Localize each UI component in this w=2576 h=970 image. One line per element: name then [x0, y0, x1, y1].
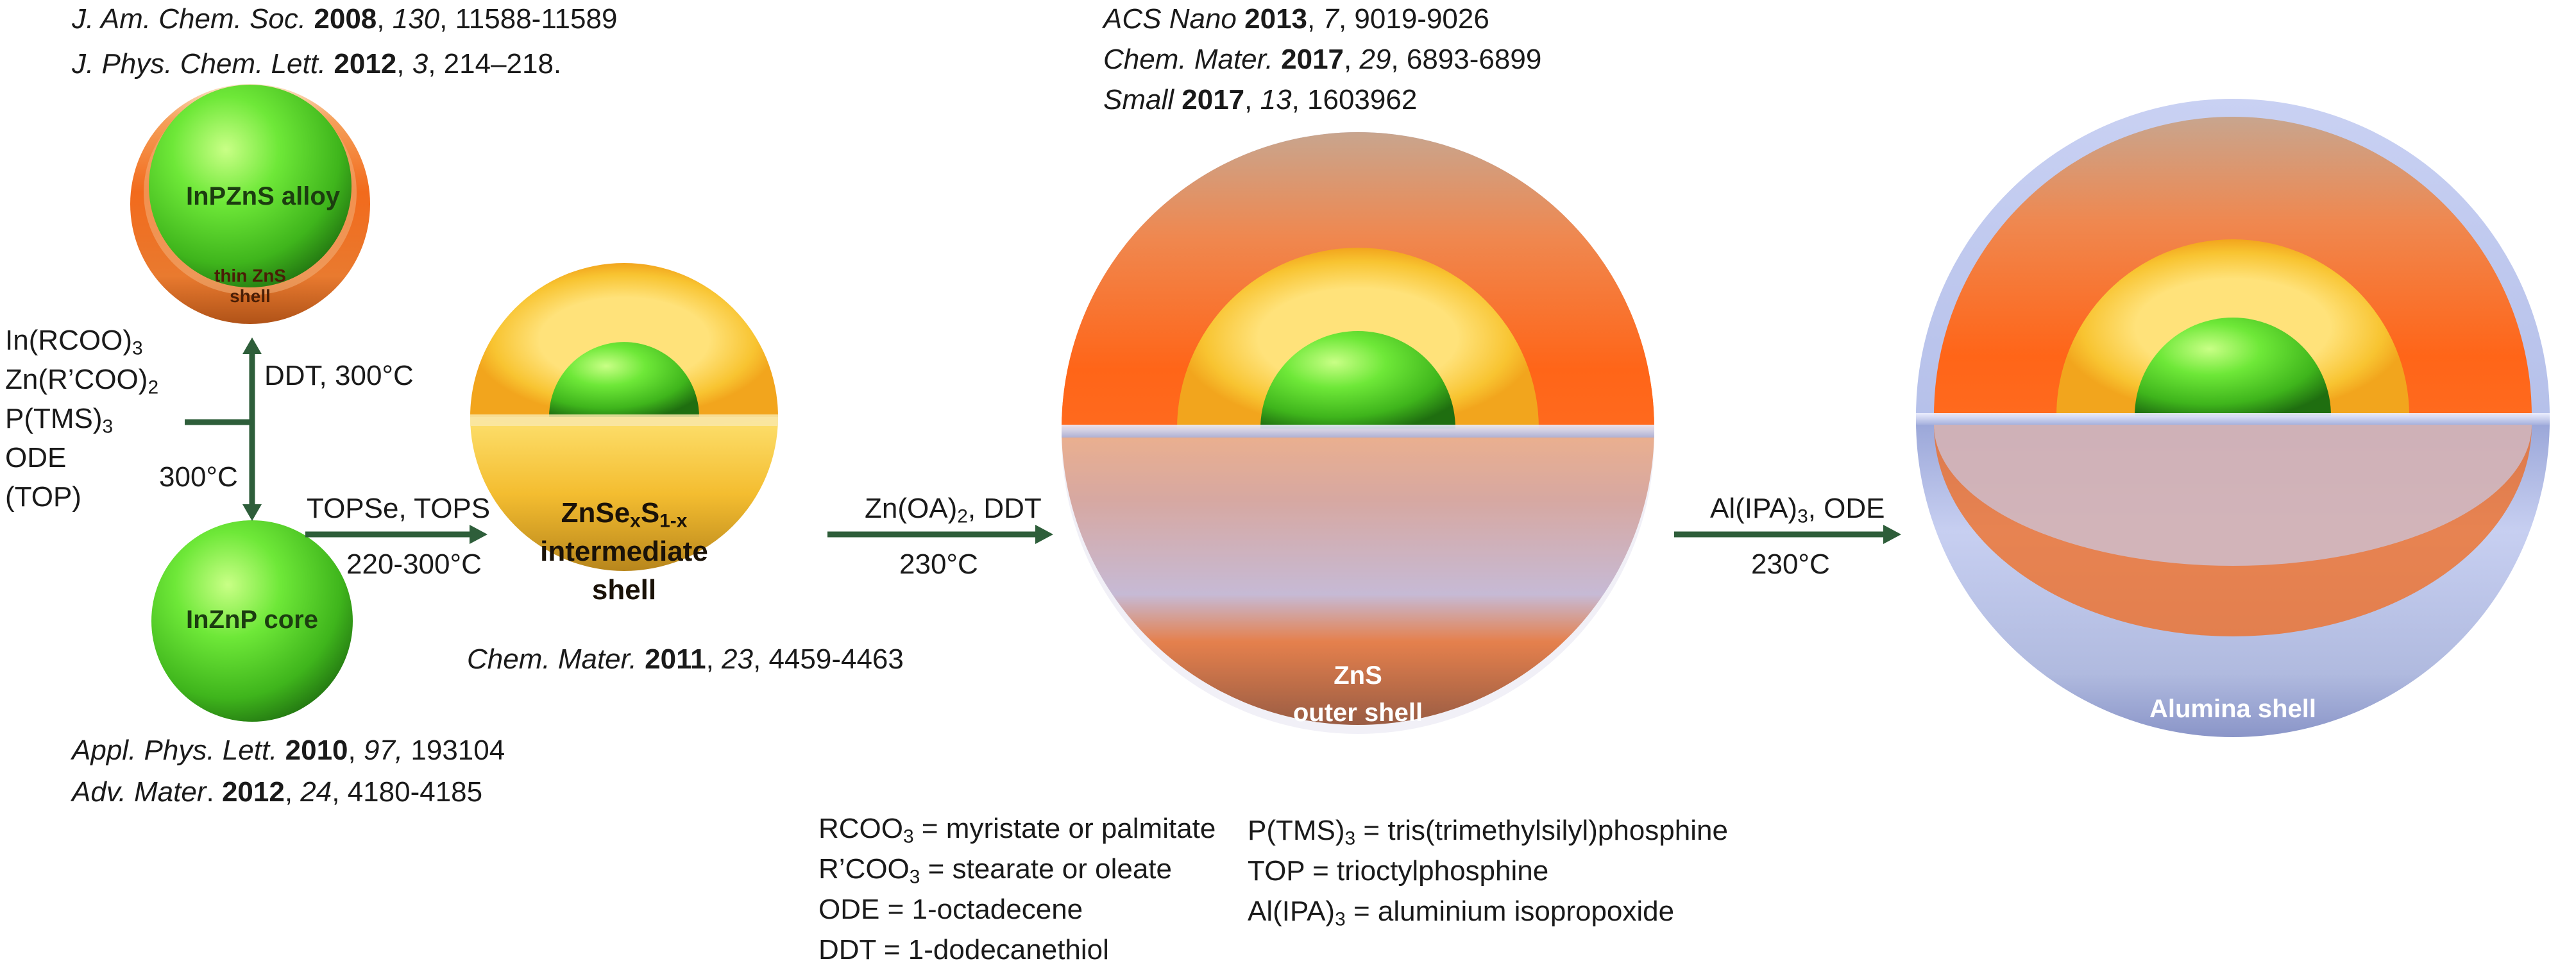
- core-label: InZnP core: [186, 606, 318, 634]
- step-up-label: DDT, 300°C: [264, 360, 414, 391]
- precursor-item: P(TMS)3: [5, 403, 114, 438]
- reference-acsnano-2013: ACS Nano 2013, 7, 9019-9026: [1103, 3, 1489, 35]
- step3-temperature: 230°C: [1751, 549, 1830, 580]
- legend-item: R’COO3 = stearate or oleate: [818, 853, 1173, 888]
- alumina-shell-particle: [1916, 99, 2550, 737]
- core-particle: [151, 520, 353, 722]
- legend-abbreviations-right: P(TMS)3 = tris(trimethylsilyl)phosphine …: [1248, 810, 1728, 932]
- legend-item: DDT = 1-dodecanethiol: [818, 934, 1109, 966]
- legend-item: P(TMS)3 = tris(trimethylsilyl)phosphine: [1248, 815, 1728, 849]
- legend-item: TOP = trioctylphosphine: [1248, 855, 1549, 887]
- precursor-item: (TOP): [5, 481, 81, 513]
- alumina-shell-label: Alumina shell: [2149, 695, 2317, 723]
- outer-shell-particle: [1062, 132, 1654, 734]
- thin-shell-label: thin ZnS shell: [214, 266, 286, 306]
- legend-item: RCOO3 = myristate or palmitate: [818, 813, 1216, 847]
- step-down-label: 300°C: [159, 461, 238, 493]
- precursor-item: Zn(R’COO)2: [5, 364, 159, 398]
- intermediate-shell-label: ZnSexS1-x intermediate shell: [540, 497, 708, 606]
- outer-shell-label: ZnS outer shell: [1292, 661, 1423, 727]
- step1-temperature: 220-300°C: [346, 549, 482, 580]
- step2-reagents: Zn(OA)2, DDT: [865, 493, 1042, 527]
- step2-temperature: 230°C: [899, 549, 978, 580]
- alloy-label: InPZnS alloy: [186, 182, 341, 210]
- reference-apl-2010: Appl. Phys. Lett. 2010, 97, 193104: [72, 735, 505, 766]
- reference-advmater-2012: Adv. Mater. 2012, 24, 4180-4185: [72, 776, 483, 808]
- legend-abbreviations-left: RCOO3 = myristate or palmitate R’COO3 = …: [818, 808, 1216, 970]
- step1-reagents: TOPSe, TOPS: [307, 493, 491, 524]
- reference-chemmater-2017: Chem. Mater. 2017, 29, 6893-6899: [1103, 44, 1542, 75]
- reference-small-2017: Small 2017, 13, 1603962: [1103, 84, 1418, 115]
- step3-reagents: Al(IPA)3, ODE: [1710, 493, 1885, 527]
- alloy-particle: [130, 84, 370, 324]
- reference-jacs-2008: J. Am. Chem. Soc. 2008, 130, 11588-11589: [72, 3, 618, 35]
- precursor-list: In(RCOO)3 Zn(R’COO)2 P(TMS)3 ODE (TOP): [5, 321, 158, 516]
- intermediate-shell-particle: [470, 263, 778, 571]
- precursor-item: In(RCOO)3: [5, 325, 143, 359]
- legend-item: Al(IPA)3 = aluminium isopropoxide: [1248, 896, 1675, 930]
- reference-chemmater-2011: Chem. Mater. 2011, 23, 4459-4463: [467, 643, 904, 675]
- reference-jpcl-2012: J. Phys. Chem. Lett. 2012, 3, 214–218.: [72, 48, 562, 80]
- precursor-item: ODE: [5, 442, 67, 473]
- reaction-arrows: [185, 337, 1901, 544]
- legend-item: ODE = 1-octadecene: [818, 894, 1083, 925]
